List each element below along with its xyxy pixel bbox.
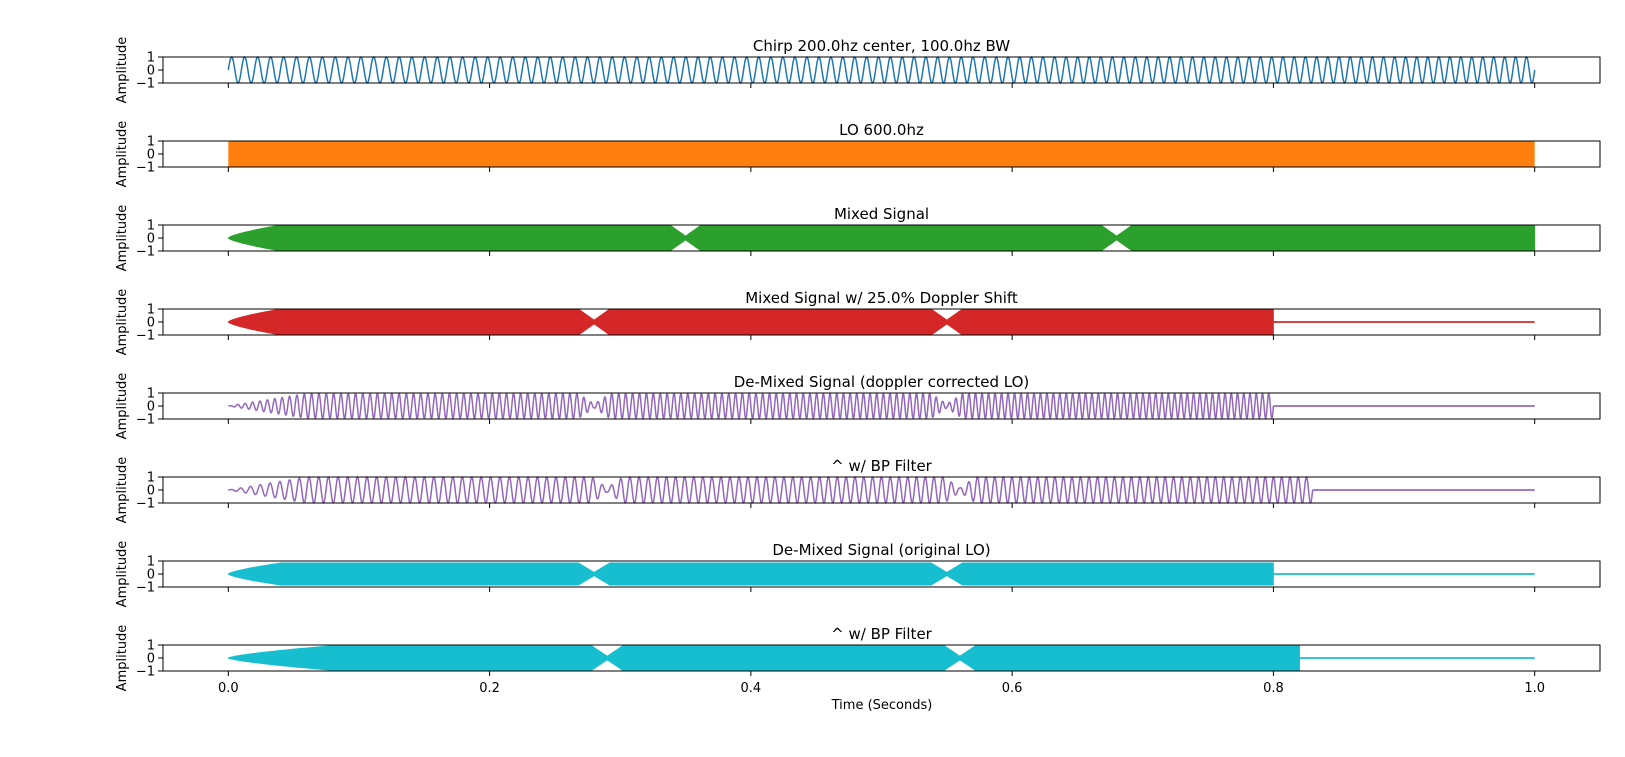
- panel-title: Mixed Signal: [834, 205, 929, 223]
- series-7: [227, 562, 1535, 586]
- series-envelope: [227, 308, 1274, 336]
- y-axis-label: Amplitude: [115, 373, 130, 440]
- y-tick-label: 1: [147, 303, 155, 318]
- axes-frame: [162, 392, 1601, 420]
- series-4: [227, 308, 1535, 336]
- x-tick-label: 0.4: [741, 681, 762, 696]
- y-axis-label: Amplitude: [115, 205, 130, 272]
- panel-title: De-Mixed Signal (original LO): [772, 541, 990, 559]
- y-tick-label: −1: [136, 413, 155, 428]
- panel-1: Chirp 200.0hz center, 100.0hz BW Amplitud…: [115, 37, 1601, 104]
- y-tick-label: 0: [147, 232, 155, 247]
- panels: Chirp 200.0hz center, 100.0hz BW Amplitud…: [115, 37, 1601, 692]
- y-tick-label: 0: [147, 568, 155, 583]
- panel-title: De-Mixed Signal (doppler corrected LO): [734, 373, 1030, 391]
- x-tick-label: 1.0: [1524, 681, 1545, 696]
- axes-frame: [162, 140, 1601, 168]
- axes-frame: [162, 308, 1601, 336]
- series-line: [228, 476, 1314, 504]
- y-tick-label: 0: [147, 64, 155, 79]
- y-tick-label: 1: [147, 555, 155, 570]
- y-axis-label: Amplitude: [115, 541, 130, 608]
- y-tick-label: −1: [136, 77, 155, 92]
- y-tick-label: 1: [147, 639, 155, 654]
- y-tick-label: 0: [147, 400, 155, 415]
- y-tick-label: 1: [147, 135, 155, 150]
- series-fill: [228, 141, 1535, 167]
- x-tick-label: 0.2: [479, 681, 500, 696]
- panel-title: Mixed Signal w/ 25.0% Doppler Shift: [745, 289, 1018, 307]
- panel-5: De-Mixed Signal (doppler corrected LO) Am…: [115, 373, 1601, 440]
- y-tick-label: −1: [136, 497, 155, 512]
- y-axis-label: Amplitude: [115, 37, 130, 104]
- y-tick-label: −1: [136, 665, 155, 680]
- axes-frame: [162, 644, 1601, 672]
- y-tick-label: 0: [147, 652, 155, 667]
- series-envelope: [227, 645, 1300, 671]
- y-tick-label: 1: [147, 471, 155, 486]
- panel-title: ^ w/ BP Filter: [831, 457, 933, 475]
- y-tick-label: 1: [147, 51, 155, 66]
- axes-frame: [162, 560, 1601, 588]
- x-tick-label: 0.0: [218, 681, 239, 696]
- x-tick-label: 0.8: [1263, 681, 1284, 696]
- y-tick-label: 0: [147, 148, 155, 163]
- panel-title: LO 600.0hz: [839, 121, 924, 139]
- series-6: [228, 476, 1535, 504]
- series-5: [228, 392, 1535, 420]
- panel-4: Mixed Signal w/ 25.0% Doppler Shift Ampli…: [115, 289, 1601, 356]
- x-axis: Time (Seconds) 0.0 0.2 0.4 0.6 0.8 1.0: [218, 681, 1545, 713]
- panel-title: Chirp 200.0hz center, 100.0hz BW: [753, 37, 1010, 55]
- y-tick-label: 1: [147, 387, 155, 402]
- panel-3: Mixed Signal Amplitude 10−1: [115, 205, 1601, 272]
- axes-frame: [162, 476, 1601, 504]
- y-tick-label: −1: [136, 581, 155, 596]
- x-tick-label: 0.6: [1002, 681, 1023, 696]
- y-tick-label: −1: [136, 329, 155, 344]
- axes-frame: [162, 56, 1601, 84]
- series-line: [227, 56, 1536, 84]
- series-envelope: [227, 562, 1274, 586]
- y-axis-label: Amplitude: [115, 625, 130, 692]
- panel-title: ^ w/ BP Filter: [831, 625, 933, 643]
- y-axis-label: Amplitude: [115, 289, 130, 356]
- y-tick-label: 0: [147, 316, 155, 331]
- panel-7: De-Mixed Signal (original LO) Amplitude 10…: [115, 541, 1601, 608]
- panel-6: ^ w/ BP Filter Amplitude 10−1: [115, 457, 1601, 524]
- axes-frame: [162, 224, 1601, 252]
- series-line: [228, 392, 1275, 420]
- series-2: [228, 141, 1535, 167]
- y-axis-label: Amplitude: [115, 121, 130, 188]
- series-envelope: [227, 224, 1536, 252]
- y-tick-label: 1: [147, 219, 155, 234]
- y-tick-label: −1: [136, 161, 155, 176]
- series-1: [227, 56, 1536, 84]
- x-axis-label: Time (Seconds): [831, 698, 933, 713]
- panel-2: LO 600.0hz Amplitude 10−1: [115, 121, 1601, 188]
- y-tick-label: −1: [136, 245, 155, 260]
- series-3: [227, 224, 1536, 252]
- y-axis-label: Amplitude: [115, 457, 130, 524]
- panel-8: ^ w/ BP Filter Amplitude 10−1: [115, 625, 1601, 692]
- y-tick-label: 0: [147, 484, 155, 499]
- series-8: [227, 645, 1535, 671]
